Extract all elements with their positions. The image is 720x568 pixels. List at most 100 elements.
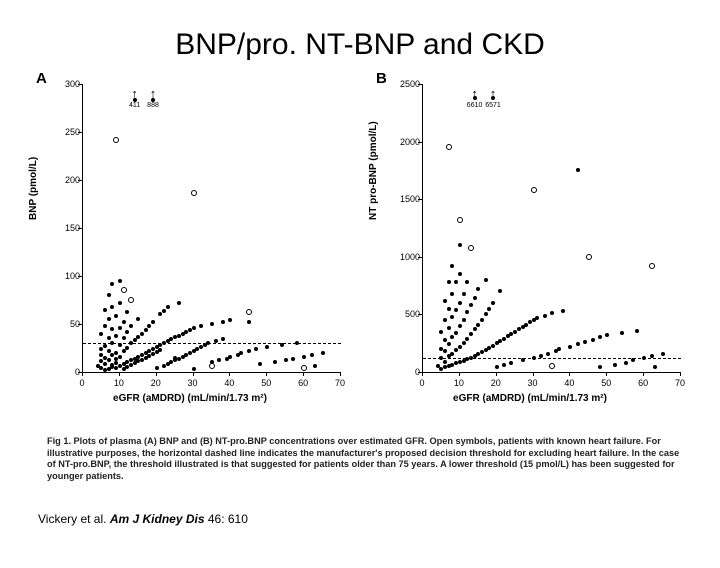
data-point (144, 328, 148, 332)
data-point (206, 341, 210, 345)
xtick-label: 40 (564, 378, 574, 388)
data-point-open (649, 263, 655, 269)
data-point-open (113, 137, 119, 143)
data-point (443, 360, 447, 364)
data-point (114, 334, 118, 338)
data-point (192, 367, 196, 371)
data-point (136, 335, 140, 339)
data-point (447, 326, 451, 330)
citation-author: Vickery et al. (38, 512, 110, 526)
data-point-open (128, 297, 134, 303)
data-point (454, 348, 458, 352)
data-point (162, 309, 166, 313)
data-point (532, 356, 536, 360)
data-point-open (549, 363, 555, 369)
data-point (598, 365, 602, 369)
xtick-label: 50 (601, 378, 611, 388)
ytick-label: 0 (52, 367, 80, 377)
data-point (140, 332, 144, 336)
ytick-label: 150 (52, 223, 80, 233)
data-point-open (121, 287, 127, 293)
data-point (103, 362, 107, 366)
data-point (125, 330, 129, 334)
panel-b-label: B (376, 70, 387, 87)
data-point (509, 361, 513, 365)
data-point (228, 355, 232, 359)
ytick-label: 500 (392, 309, 420, 319)
data-point-open (209, 363, 215, 369)
data-point (450, 352, 454, 356)
offscale-label: 6610 (467, 102, 483, 109)
xtick-label: 0 (419, 378, 424, 388)
xtick-label: 40 (224, 378, 234, 388)
ytick-label: 200 (52, 175, 80, 185)
xtick-label: 10 (114, 378, 124, 388)
data-point (192, 326, 196, 330)
data-point (155, 366, 159, 370)
xtick-label: 0 (79, 378, 84, 388)
data-point (557, 347, 561, 351)
data-point (110, 327, 114, 331)
citation: Vickery et al. Am J Kidney Dis 46: 610 (38, 512, 248, 526)
data-point (480, 318, 484, 322)
data-point (221, 320, 225, 324)
data-point (476, 287, 480, 291)
data-point (484, 278, 488, 282)
data-point (454, 280, 458, 284)
data-point (447, 307, 451, 311)
data-point (454, 308, 458, 312)
data-point (158, 348, 162, 352)
data-point (661, 352, 665, 356)
data-point (591, 338, 595, 342)
data-point (118, 301, 122, 305)
xtick-label: 70 (675, 378, 685, 388)
data-point (465, 310, 469, 314)
data-point (443, 299, 447, 303)
data-point (561, 309, 565, 313)
data-point (546, 352, 550, 356)
data-point (199, 324, 203, 328)
data-point (110, 282, 114, 286)
data-point (550, 311, 554, 315)
data-point (103, 324, 107, 328)
data-point (458, 324, 462, 328)
data-point (265, 345, 269, 349)
data-point (291, 357, 295, 361)
data-point (114, 314, 118, 318)
ytick-label: 300 (52, 79, 80, 89)
data-point (239, 351, 243, 355)
data-point (210, 322, 214, 326)
data-point (313, 364, 317, 368)
data-point (110, 305, 114, 309)
data-point (521, 358, 525, 362)
data-point (103, 344, 107, 348)
data-point (462, 341, 466, 345)
ytick-label: 100 (52, 271, 80, 281)
xtick-label: 30 (188, 378, 198, 388)
offscale-label: 6571 (485, 102, 501, 109)
xtick-label: 70 (335, 378, 345, 388)
data-point (576, 342, 580, 346)
page-title: BNP/pro. NT-BNP and CKD (0, 28, 720, 62)
ytick-label: 0 (392, 367, 420, 377)
data-point (443, 318, 447, 322)
data-point (177, 301, 181, 305)
data-point (295, 341, 299, 345)
data-point (118, 343, 122, 347)
data-point (450, 292, 454, 296)
data-point (473, 96, 477, 100)
data-point (613, 363, 617, 367)
data-point (450, 335, 454, 339)
data-point (631, 358, 635, 362)
data-point (302, 355, 306, 359)
data-point (273, 360, 277, 364)
data-point (107, 293, 111, 297)
data-point (491, 96, 495, 100)
data-point (502, 363, 506, 367)
ytick-label: 1500 (392, 194, 420, 204)
data-point (495, 365, 499, 369)
data-point (454, 331, 458, 335)
ytick-label: 2000 (392, 137, 420, 147)
data-point (247, 349, 251, 353)
xtick-label: 20 (151, 378, 161, 388)
